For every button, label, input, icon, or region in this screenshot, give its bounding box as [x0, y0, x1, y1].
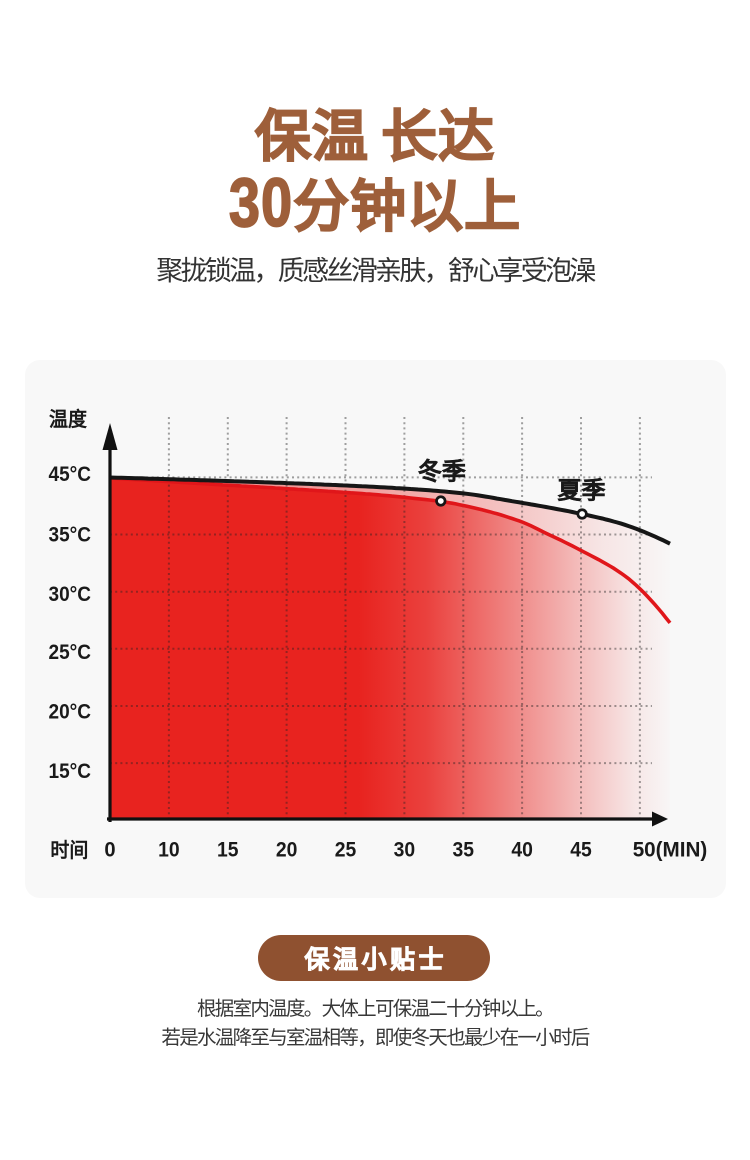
- svg-text:20°C: 20°C: [49, 701, 92, 724]
- svg-text:时间: 时间: [50, 839, 88, 862]
- svg-text:10: 10: [158, 839, 180, 862]
- svg-text:30°C: 30°C: [49, 583, 92, 606]
- svg-text:温度: 温度: [49, 407, 88, 431]
- svg-text:25: 25: [335, 839, 357, 862]
- svg-text:夏季: 夏季: [558, 478, 606, 505]
- svg-text:35°C: 35°C: [49, 523, 92, 546]
- svg-text:15°C: 15°C: [49, 760, 92, 783]
- svg-text:25°C: 25°C: [49, 641, 92, 664]
- svg-text:15: 15: [217, 839, 239, 862]
- svg-text:45°C: 45°C: [49, 463, 92, 486]
- svg-text:35: 35: [453, 839, 475, 862]
- svg-text:40: 40: [511, 839, 533, 862]
- svg-text:冬季: 冬季: [418, 458, 466, 486]
- svg-text:30: 30: [394, 839, 416, 862]
- svg-text:50(MIN): 50(MIN): [633, 839, 708, 862]
- svg-text:20: 20: [276, 839, 298, 862]
- svg-text:45: 45: [570, 839, 592, 862]
- svg-text:0: 0: [104, 839, 115, 862]
